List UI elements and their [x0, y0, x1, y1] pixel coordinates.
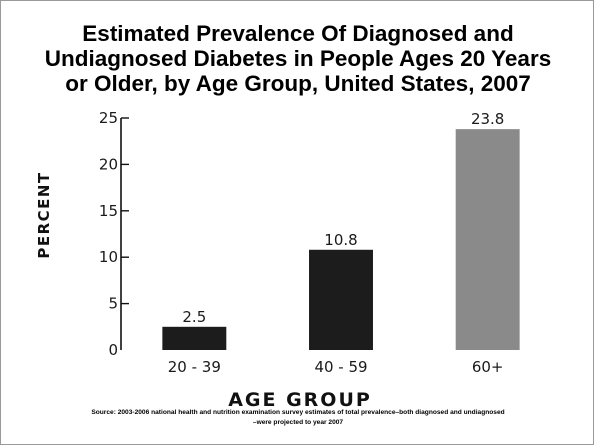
y-tick-label: 15 — [99, 202, 118, 220]
source-note: Source: 2003-2006 national health and nu… — [1, 408, 594, 428]
y-tick-label: 10 — [99, 248, 118, 266]
data-label: 10.8 — [324, 231, 357, 249]
source-note-line-1: Source: 2003-2006 national health and nu… — [91, 409, 505, 416]
y-tick-label: 25 — [99, 109, 118, 127]
data-label: 2.5 — [182, 308, 206, 326]
x-axis: 20 - 39 40 - 59 60+ — [168, 358, 504, 376]
x-tick-label: 20 - 39 — [168, 358, 221, 376]
bar — [162, 326, 227, 350]
data-label: 23.8 — [471, 110, 504, 128]
source-note-line-2: –were projected to year 2007 — [252, 419, 344, 426]
x-axis-title: AGE GROUP — [228, 389, 372, 411]
y-axis: 0 5 10 15 20 25 — [99, 109, 129, 359]
chart-title-line-1: Estimated Prevalence Of Diagnosed and — [82, 21, 514, 46]
chart-title-line-3: or Older, by Age Group, United States, 2… — [65, 71, 531, 96]
y-tick-label: 0 — [108, 341, 118, 359]
bar — [455, 129, 520, 350]
y-axis-title: PERCENT — [35, 171, 53, 258]
y-tick-label: 5 — [108, 295, 118, 313]
bar — [309, 249, 373, 350]
chart-title-line-2: Undiagnosed Diabetes in People Ages 20 Y… — [44, 46, 552, 71]
y-tick-label: 20 — [99, 155, 118, 173]
x-tick-label: 60+ — [472, 358, 504, 376]
bars: 2.5 10.8 23.8 — [162, 110, 520, 350]
x-tick-label: 40 - 59 — [314, 358, 367, 376]
chart-title: Estimated Prevalence Of Diagnosed and Un… — [1, 21, 594, 96]
